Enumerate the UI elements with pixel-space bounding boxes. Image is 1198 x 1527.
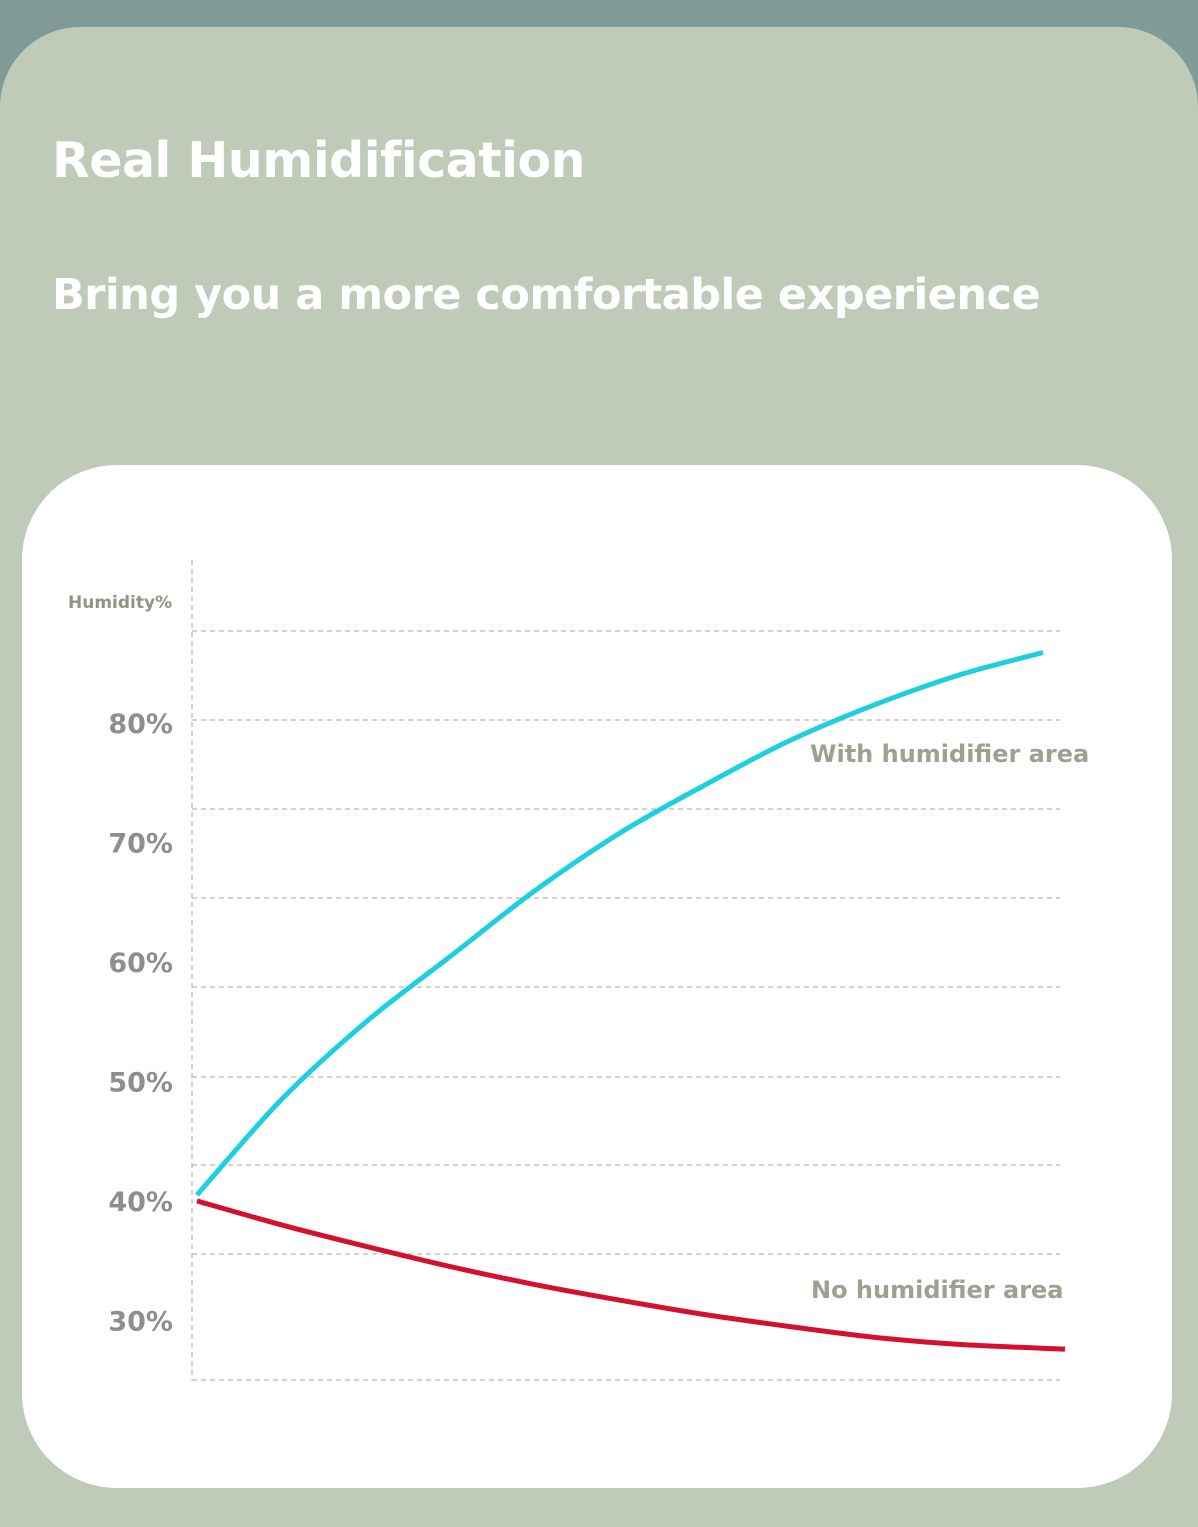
- series-line-with-humidifier: [195, 650, 1044, 1197]
- page-subtitle: Bring you a more comfortable experience: [52, 270, 1041, 320]
- y-tick-label: 30%: [108, 1307, 173, 1338]
- y-tick-label: 70%: [108, 829, 173, 860]
- series-label-with-humidifier: With humidifier area: [810, 740, 1089, 768]
- y-axis-label: Humidity%: [68, 593, 172, 613]
- y-tick-label: 40%: [108, 1187, 173, 1218]
- chart-card: [22, 465, 1172, 1488]
- y-tick-label: 50%: [108, 1068, 173, 1099]
- page-title: Real Humidification: [52, 132, 586, 189]
- series-label-no-humidifier: No humidifier area: [811, 1276, 1064, 1304]
- y-tick-label: 80%: [108, 709, 173, 740]
- series-line-no-humidifier: [196, 1198, 1066, 1352]
- gridlines: [192, 630, 1060, 1381]
- y-tick-label: 60%: [108, 948, 173, 979]
